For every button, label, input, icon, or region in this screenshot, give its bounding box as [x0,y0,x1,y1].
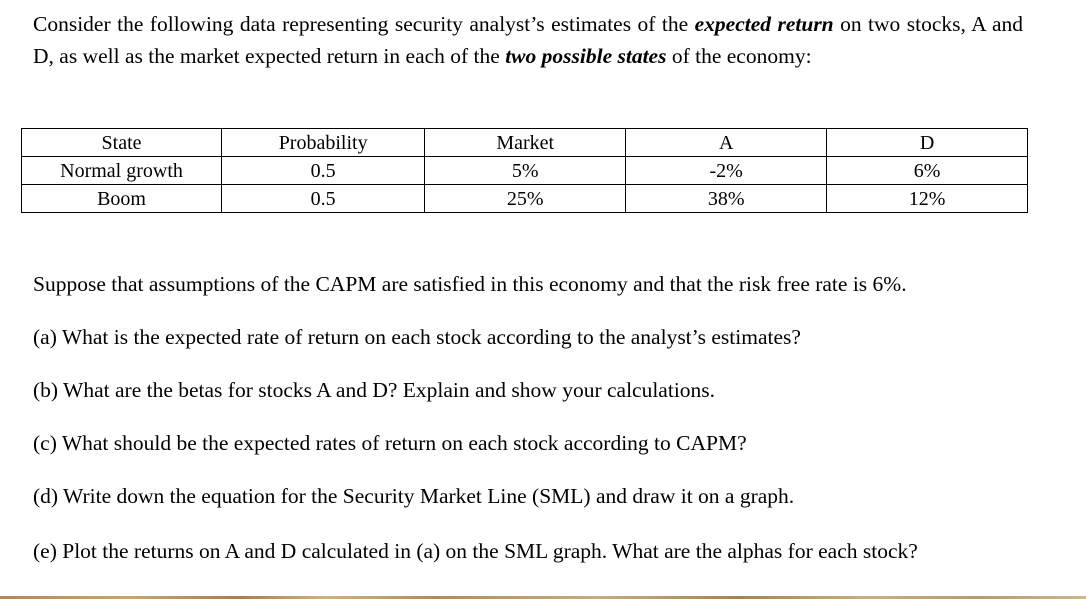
cell-probability: 0.5 [221,184,426,213]
cell-probability: 0.5 [221,156,426,185]
table-row: Normal growth 0.5 5% -2% 6% [20,156,1028,185]
header-probability: Probability [221,128,426,157]
cell-stock-a: 38% [625,184,828,213]
header-state: State [20,128,223,157]
cell-stock-d: 12% [826,184,1028,213]
cell-state: Normal growth [20,156,223,185]
cell-market: 25% [424,184,627,213]
intro-paragraph: Consider the following data representing… [33,8,1023,72]
cell-stock-d: 6% [826,156,1028,185]
header-stock-d: D [826,128,1028,157]
cell-stock-a: -2% [625,156,828,185]
question-b: (b) What are the betas for stocks A and … [33,378,716,402]
cell-state: Boom [20,184,223,213]
intro-text-1: Consider the following data representing… [33,12,695,36]
question-c: (c) What should be the expected rates of… [33,431,747,455]
intro-emphasis-expected-return: expected return [694,12,834,36]
returns-table: State Probability Market A D Normal grow… [20,128,1028,213]
header-market: Market [424,128,627,157]
intro-text-2: on two stocks, A and D, as well as the m… [33,12,1023,68]
question-d: (d) Write down the equation for the Secu… [33,484,795,508]
capm-setup-text: Suppose that assumptions of the CAPM are… [33,272,907,296]
bottom-edge-strip [0,596,1086,599]
table-row: Boom 0.5 25% 38% 12% [20,184,1028,213]
intro-text-3: of the economy: [666,44,812,68]
table-header-row: State Probability Market A D [20,128,1028,157]
intro-emphasis-two-possible-states: two possible states [505,44,667,68]
header-stock-a: A [625,128,828,157]
question-a: (a) What is the expected rate of return … [33,325,801,349]
cell-market: 5% [424,156,627,185]
question-e: (e) Plot the returns on A and D calculat… [33,539,918,563]
